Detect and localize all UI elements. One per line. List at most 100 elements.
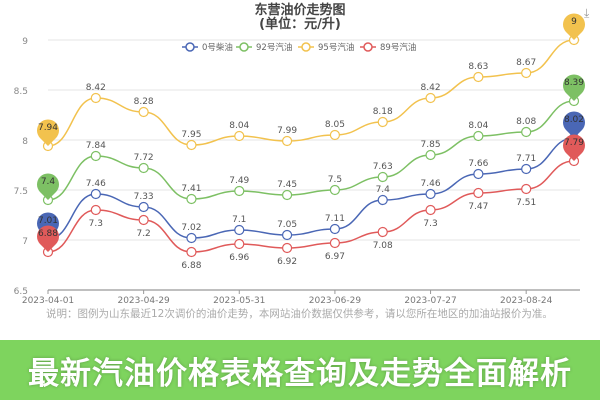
data-point [377, 171, 388, 183]
data-label: 7.08 [373, 241, 393, 251]
pin-label: 8.02 [564, 115, 584, 125]
data-label: 7.11 [325, 214, 345, 224]
data-point [425, 92, 436, 104]
legend-label: 89号汽油 [380, 42, 416, 53]
data-label: 8.42 [86, 83, 106, 93]
legend-label: 0号柴油 [202, 42, 233, 53]
y-tick-label: 6.5 [14, 287, 28, 297]
data-label: 7.1 [232, 215, 246, 225]
data-label: 7.3 [423, 219, 437, 229]
legend-marker [301, 42, 311, 52]
data-label: 7.85 [421, 140, 441, 150]
data-label: 8.04 [229, 121, 249, 131]
data-point [186, 232, 197, 244]
y-tick-label: 7 [22, 237, 28, 247]
data-label: 7.72 [134, 153, 154, 163]
series-line-3 [47, 160, 575, 253]
y-tick-label: 7.5 [14, 187, 28, 197]
data-label: 6.96 [229, 253, 249, 263]
data-label: 6.92 [277, 257, 297, 267]
data-label: 8.67 [516, 58, 536, 68]
data-point [90, 204, 101, 216]
pin-label: 7.4 [41, 177, 56, 187]
x-tick-label: 2023-08-24 [500, 296, 553, 306]
data-label: 8.05 [325, 120, 345, 130]
chart-title: 东营油价走势图 [254, 3, 346, 18]
data-label: 7.2 [136, 229, 150, 239]
x-tick-label: 2023-04-01 [22, 296, 74, 306]
download-icon[interactable]: ⤓ [584, 6, 590, 20]
data-point [234, 185, 245, 197]
data-label: 7.41 [181, 184, 201, 194]
data-label: 8.28 [134, 97, 154, 107]
legend-marker [239, 42, 249, 52]
max-min-pin [563, 74, 586, 101]
data-label: 8.18 [373, 107, 393, 117]
max-min-pin [563, 134, 585, 161]
pin-label: 8.39 [564, 78, 584, 88]
data-point [281, 242, 293, 254]
data-point [234, 130, 245, 142]
y-tick-label: 9 [22, 37, 28, 47]
series-line-2 [47, 39, 575, 147]
legend-label: 92号汽油 [256, 42, 292, 53]
data-label: 7.66 [468, 159, 488, 169]
data-point [186, 193, 197, 205]
data-point [138, 201, 149, 213]
data-point [473, 71, 484, 83]
headline-text: 最新汽油价格表格查询及走势全面解析 [28, 355, 572, 392]
data-point [521, 183, 532, 195]
x-tick-label: 2023-05-31 [213, 296, 265, 306]
chart-note: 说明：图例为山东最近12次调价的油价走势，本网站油价数据仅供参考，请以您所在地区… [46, 308, 553, 320]
x-tick-label: 2023-07-27 [404, 296, 456, 306]
data-point [377, 226, 388, 238]
data-point [186, 246, 197, 258]
data-label: 7.95 [181, 130, 201, 140]
y-tick-label: 8 [22, 137, 28, 147]
legend-label: 95号汽油 [318, 42, 354, 53]
data-point [473, 187, 484, 199]
data-point [90, 188, 101, 200]
pin-label: 7.94 [38, 123, 58, 133]
data-label: 8.08 [516, 117, 536, 127]
data-point [138, 214, 149, 226]
y-tick-label: 8.5 [14, 87, 28, 97]
max-min-pin [37, 119, 60, 146]
data-label: 7.4 [376, 185, 391, 195]
data-point [377, 116, 388, 128]
data-point [521, 67, 532, 79]
data-point [377, 194, 388, 206]
data-label: 7.46 [421, 179, 441, 189]
data-label: 7.71 [516, 154, 536, 164]
data-label: 7.46 [86, 179, 106, 189]
data-point [281, 135, 293, 147]
data-point [329, 129, 341, 141]
data-label: 7.3 [89, 219, 103, 229]
data-label: 7.45 [277, 180, 297, 190]
legend-marker [185, 42, 195, 52]
max-min-pin [563, 111, 585, 138]
pin-label: 9 [571, 17, 577, 27]
chart-subtitle: (单位：元/升) [259, 17, 341, 32]
data-label: 7.33 [134, 192, 154, 202]
pin-label: 6.88 [38, 229, 58, 239]
data-point [90, 92, 101, 104]
data-label: 7.47 [468, 202, 488, 212]
data-label: 7.05 [277, 220, 297, 230]
data-point [281, 189, 293, 201]
data-point [138, 106, 149, 118]
data-point [234, 238, 245, 250]
max-min-pin [37, 225, 59, 252]
data-label: 8.63 [468, 62, 488, 72]
series-line-1 [47, 100, 575, 201]
data-label: 7.84 [86, 141, 106, 151]
data-label: 7.02 [181, 223, 201, 233]
pin-label: 7.01 [38, 216, 58, 226]
data-label: 7.5 [328, 175, 342, 185]
data-label: 7.63 [373, 162, 393, 172]
data-point [90, 150, 101, 162]
data-point [138, 162, 149, 174]
pin-label: 7.79 [564, 138, 584, 148]
headline-banner: 最新汽油价格表格查询及走势全面解析 [0, 340, 600, 400]
